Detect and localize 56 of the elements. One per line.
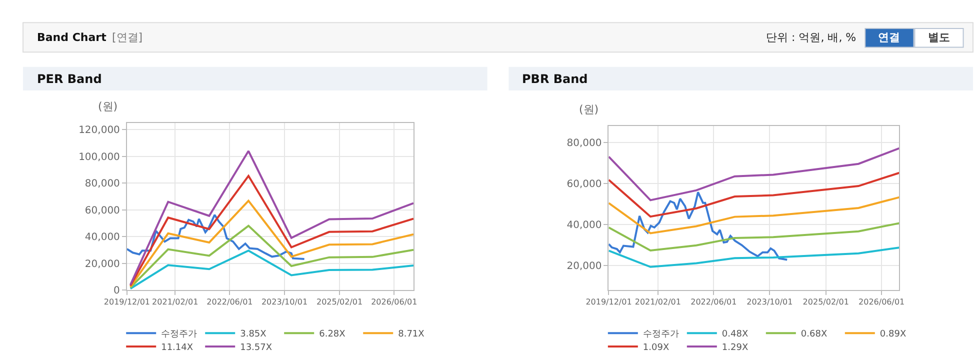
text: [연결] bbox=[112, 31, 143, 44]
legend-label: 3.85X bbox=[240, 330, 266, 340]
line-series bbox=[126, 214, 306, 260]
line-series bbox=[608, 246, 900, 268]
y-axis-title: (원) bbox=[579, 103, 599, 116]
legend-label: 1.29X bbox=[722, 343, 748, 354]
legend-label: 0.89X bbox=[880, 330, 906, 340]
x-tick-label: 2025/02/01 bbox=[316, 298, 363, 307]
y-tick-label: 60,000 bbox=[566, 178, 602, 190]
x-tick-label: 2021/02/01 bbox=[152, 298, 198, 307]
legend-label: 0.48X bbox=[722, 330, 748, 340]
y-tick-label: 20,000 bbox=[84, 258, 120, 270]
x-tick-label: 2021/02/01 bbox=[634, 298, 681, 307]
text: 별도 bbox=[928, 31, 950, 44]
chart-title: PER Band bbox=[37, 72, 102, 86]
line-series bbox=[129, 174, 414, 287]
line-series bbox=[129, 200, 414, 288]
y-tick-label: 100,000 bbox=[78, 152, 120, 163]
text: 연결 bbox=[878, 31, 900, 44]
line-series bbox=[608, 191, 788, 261]
line-series bbox=[129, 224, 414, 289]
line-series bbox=[608, 147, 900, 202]
y-tick-label: 120,000 bbox=[78, 125, 120, 136]
legend-label: 1.09X bbox=[642, 343, 670, 354]
legend-label: 11.14X bbox=[161, 343, 194, 354]
y-tick-label: 60,000 bbox=[84, 205, 120, 216]
x-tick-label: 2023/10/01 bbox=[746, 298, 793, 307]
y-tick-label: 0 bbox=[114, 286, 120, 297]
line-series bbox=[129, 150, 414, 286]
line-series bbox=[608, 222, 900, 252]
line-series bbox=[608, 196, 900, 234]
legend-label: 0.68X bbox=[800, 330, 828, 340]
y-tick-label: 40,000 bbox=[84, 232, 120, 244]
y-tick-label: 20,000 bbox=[566, 260, 602, 272]
x-tick-label: 2023/10/01 bbox=[261, 298, 308, 307]
x-tick-label: 2022/06/01 bbox=[206, 298, 253, 307]
y-tick-label: 40,000 bbox=[566, 220, 602, 231]
x-tick-label: 2026/06/01 bbox=[858, 298, 905, 307]
x-tick-label: 2019/12/01 bbox=[104, 298, 150, 307]
x-tick-label: 2025/02/01 bbox=[802, 298, 849, 307]
y-tick-label: 80,000 bbox=[566, 138, 602, 149]
legend-label: 6.28X bbox=[319, 330, 346, 340]
y-axis-title: (원) bbox=[98, 100, 118, 113]
legend-label: 수정주가 bbox=[161, 330, 198, 340]
x-tick-label: 2026/06/01 bbox=[371, 298, 418, 307]
y-tick-label: 80,000 bbox=[84, 178, 120, 190]
text: Band Chart bbox=[37, 31, 106, 44]
legend-label: 13.57X bbox=[240, 343, 272, 354]
line-series bbox=[608, 172, 900, 218]
legend-label: 8.71X bbox=[398, 330, 424, 340]
x-tick-label: 2019/12/01 bbox=[586, 298, 632, 307]
legend-label: 수정주가 bbox=[642, 330, 679, 340]
line-series bbox=[129, 250, 414, 290]
text: 단위 : 억원, 배, % bbox=[766, 31, 856, 44]
x-tick-label: 2022/06/01 bbox=[690, 298, 737, 307]
chart-title: PBR Band bbox=[522, 72, 588, 86]
